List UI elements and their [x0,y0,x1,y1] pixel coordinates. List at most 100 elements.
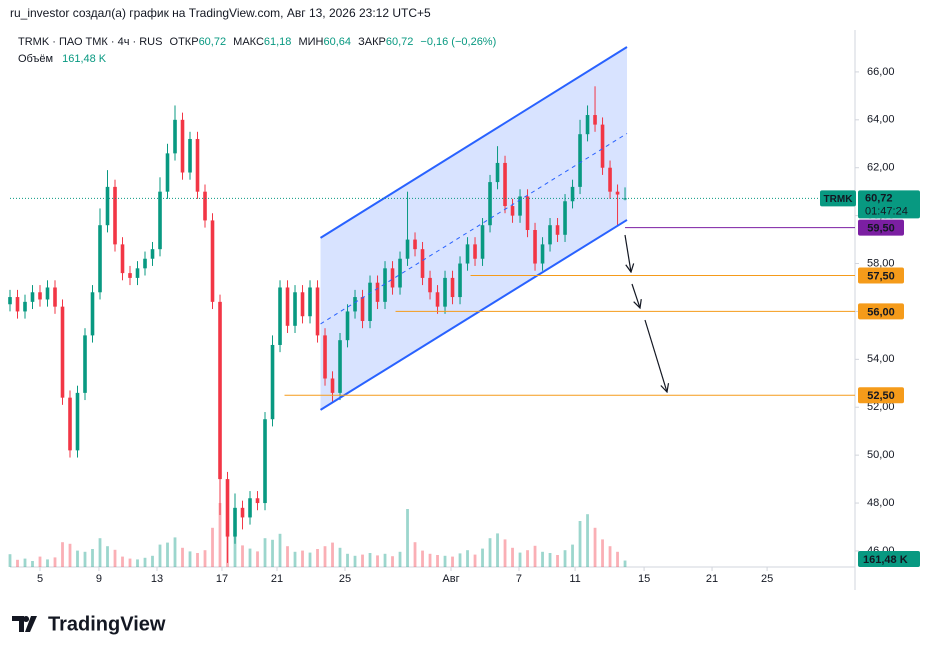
level-label: 57,50 [867,270,895,282]
candle-body [225,479,230,537]
low-label: МИН [298,36,323,48]
volume-bar [563,550,567,567]
volume-bar [278,533,282,567]
volume-bar [406,509,409,567]
volume-bar [586,514,589,567]
volume-bar [61,542,64,567]
candle-body [8,297,12,305]
legend: TRMK · ПАО ТМК · 4ч · RUS ОТКР60,72 МАКС… [18,36,496,48]
candle-body [480,225,485,259]
volume-bar [121,556,124,567]
candle-body [278,287,282,345]
volume-bar [623,560,627,567]
candle-body [128,273,132,278]
volume-bar [271,539,274,567]
volume-bar [38,556,42,567]
x-tick-label: 11 [569,573,580,585]
x-tick-label: 7 [516,573,522,585]
candle-body [593,115,597,125]
volume-bar [158,544,162,567]
x-tick-label: 21 [271,573,283,585]
volume-bar [31,561,34,567]
volume-bar [53,557,57,567]
x-tick-label: 9 [96,573,102,585]
candle-body [465,244,470,264]
candle-body [83,335,87,393]
symbol: TRMK · ПАО ТМК · 4ч · RUS [18,36,162,48]
volume-bar [286,546,289,567]
volume-bar [263,538,267,567]
candle-body [285,287,290,326]
candle-body [248,498,252,518]
candle-body [60,306,65,398]
logo-icon [12,616,37,632]
candle-body [240,507,245,518]
close-label: ЗАКР [358,36,386,48]
volume-bar [181,547,184,567]
candle-body [315,287,320,336]
volume-bar [601,539,604,567]
volume-bar [233,531,237,567]
x-tick-label: 13 [151,573,163,585]
candle-body [255,498,260,504]
volume-bar [166,542,169,567]
candle-body [563,201,567,235]
volume-bar [128,558,132,567]
x-tick-label: 15 [638,573,650,585]
low-value: 60,64 [324,36,352,48]
candle-body [263,419,267,504]
candle-body [105,186,110,226]
y-tick-label: 66,00 [867,66,895,78]
candle-body [90,292,95,336]
candle-body [330,378,335,393]
y-tick-label: 50,00 [867,449,895,461]
candle-body [353,297,357,312]
volume-bar [511,547,514,567]
arrow [624,234,631,272]
volume-bar [76,550,79,567]
open-value: 60,72 [199,36,227,48]
high-value: 61,18 [264,36,292,48]
candle-body [75,392,80,451]
arrow [631,283,640,308]
channel-lower [319,219,628,411]
last-price-label: 60,72 [865,192,893,204]
candle-body [135,268,140,278]
volume-bar [323,546,327,567]
candle-body [113,186,117,245]
volume-bar [91,549,94,567]
y-tick-label: 52,00 [867,401,895,413]
volume-legend: Объём 161,48 K [18,53,107,65]
countdown: 01:47:24 [865,205,908,217]
level-label: 56,00 [867,306,895,318]
level-label: 52,50 [867,390,895,402]
volume-bar [361,554,364,567]
candle-body [165,153,170,192]
volume-bar [331,542,334,567]
candle-body [413,239,417,250]
candle-body [308,287,312,317]
volume-bar [443,555,447,567]
volume-bar [353,555,357,567]
volume-bar [293,551,297,567]
volume-bar [593,527,597,567]
volume-bar [316,549,319,567]
candle-body [495,162,500,183]
candle-body [360,297,365,322]
volume-bar [413,542,417,567]
candle-body [210,220,215,302]
volume-bar [466,550,469,567]
volume-bar [16,559,19,567]
candle-body [390,268,395,288]
candle-body [150,249,155,259]
volume-bar [106,546,109,567]
volume-bar [571,544,574,567]
candle-body [578,134,582,187]
volume-label: Объём [18,53,53,65]
volume-bar [211,527,214,567]
candle-body [518,196,522,216]
y-tick-label: 62,00 [867,162,895,174]
volume-bar [473,554,477,567]
candle-body [443,277,447,307]
